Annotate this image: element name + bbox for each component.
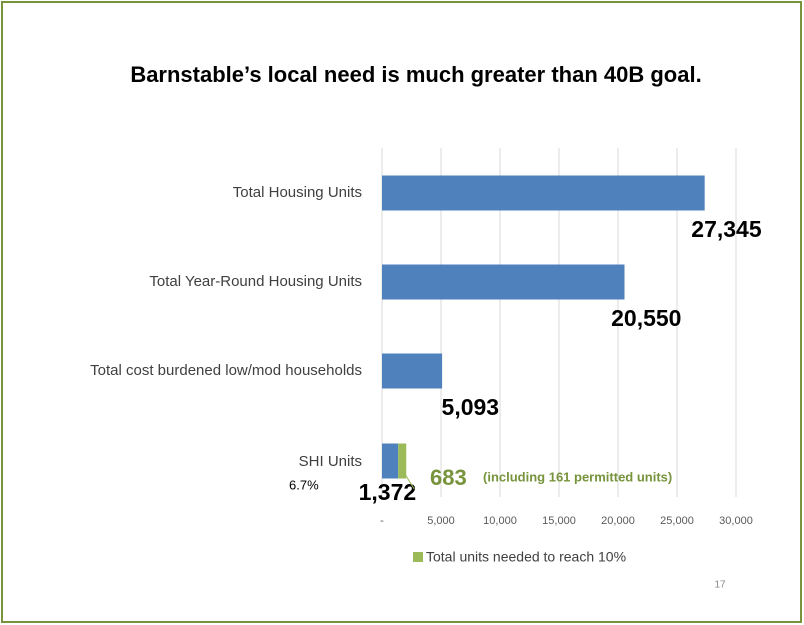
x-tick-label: 5,000 (427, 515, 455, 527)
bar (382, 443, 399, 479)
value-label: 27,345 (691, 216, 762, 242)
category-label: Total Housing Units (82, 182, 362, 204)
leader-line (403, 472, 415, 490)
value-label: 1,372 (359, 479, 417, 505)
chart-title: Barnstable’s local need is much greater … (130, 62, 701, 87)
value-label: 683 (430, 465, 467, 490)
annotation: 6.7% (289, 477, 319, 492)
bar (398, 443, 407, 479)
bar (382, 353, 443, 389)
category-label: Total cost burdened low/mod households (82, 360, 362, 382)
category-label: SHI Units (82, 451, 362, 473)
bar (382, 175, 705, 211)
category-text: SHI Units (298, 453, 362, 470)
page-number: 17 (714, 580, 726, 591)
x-tick-label: - (380, 515, 384, 527)
category-text: Total Year-Round Housing Units (149, 273, 362, 290)
x-tick-label: 10,000 (483, 515, 517, 527)
legend-label: Total units needed to reach 10% (426, 549, 626, 565)
x-tick-label: 25,000 (660, 515, 694, 527)
legend-swatch (413, 552, 423, 562)
bar (382, 264, 625, 300)
category-text: Total cost burdened low/mod households (90, 362, 362, 379)
value-label: 20,550 (611, 305, 681, 331)
value-label: 5,093 (442, 394, 500, 420)
x-tick-label: 30,000 (719, 515, 753, 527)
x-tick-label: 15,000 (542, 515, 576, 527)
annotation: (including 161 permitted units) (483, 469, 672, 484)
category-text: Total Housing Units (232, 184, 362, 201)
category-label: Total Year-Round Housing Units (82, 271, 362, 293)
x-tick-label: 20,000 (601, 515, 635, 527)
